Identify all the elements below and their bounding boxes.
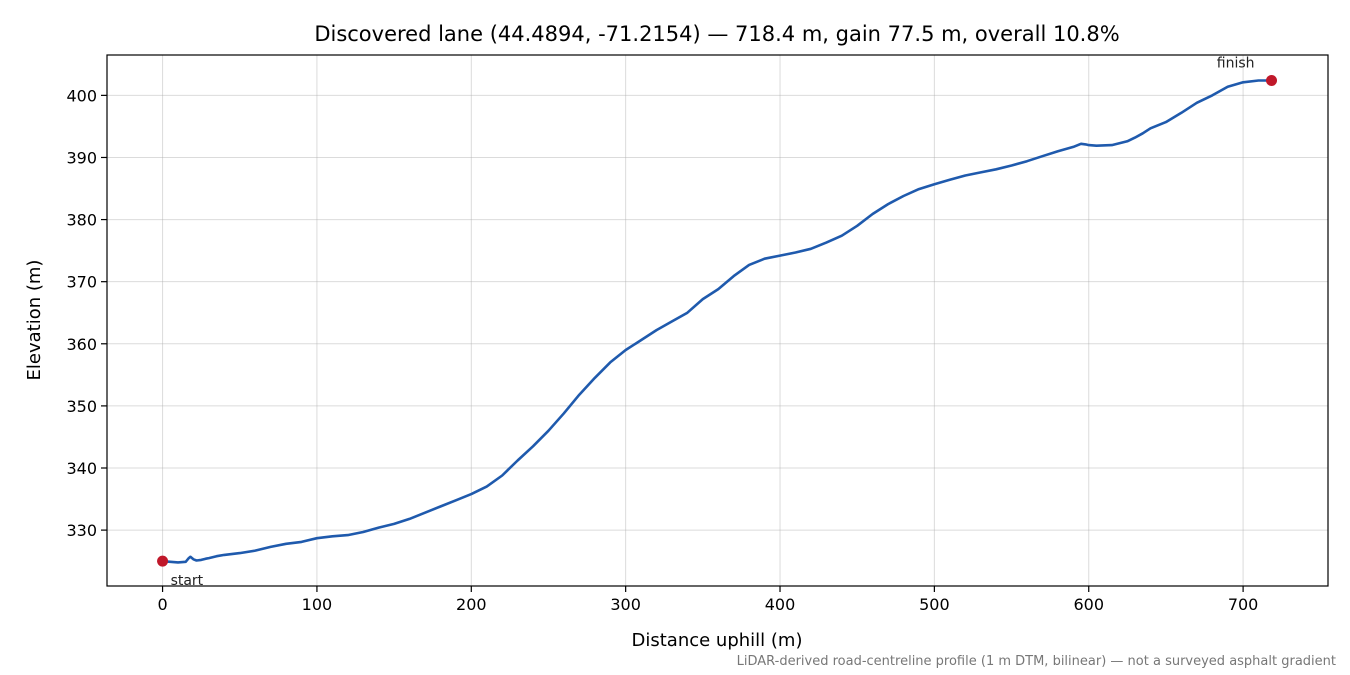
plot-frame <box>106 54 1329 587</box>
start-marker <box>157 555 169 567</box>
y-tick-label: 400 <box>66 86 97 105</box>
x-tick-label: 300 <box>610 595 641 614</box>
start-annotation: start <box>171 573 204 589</box>
y-tick-label: 380 <box>66 211 97 230</box>
y-tick-label: 360 <box>66 335 97 354</box>
chart-footnote: LiDAR-derived road-centreline profile (1… <box>737 654 1336 669</box>
series-layer <box>161 79 1273 564</box>
elevation-line <box>161 79 1273 564</box>
x-tick-label: 400 <box>765 595 796 614</box>
x-tick-label: 600 <box>1073 595 1104 614</box>
ticks-layer: 0 100 200 300 400 500 600 700 330 340 350 360 370 380… <box>66 86 1258 614</box>
y-tick-label: 350 <box>66 397 97 416</box>
marker-layer: start finish <box>157 55 1278 589</box>
y-tick-label: 390 <box>66 148 97 167</box>
grid-layer <box>107 55 1328 586</box>
x-tick-label: 200 <box>456 595 487 614</box>
x-tick-label: 500 <box>919 595 950 614</box>
y-tick-label: 340 <box>66 459 97 478</box>
y-tick-label: 370 <box>66 273 97 292</box>
finish-annotation: finish <box>1217 55 1255 71</box>
x-axis-label: Distance uphill (m) <box>632 630 803 651</box>
x-tick-label: 700 <box>1228 595 1259 614</box>
y-tick-label: 330 <box>66 521 97 540</box>
y-axis-label: Elevation (m) <box>24 260 45 381</box>
finish-marker <box>1266 74 1278 86</box>
chart-title: Discovered lane (44.4894, -71.2154) — 71… <box>314 22 1119 46</box>
x-tick-label: 100 <box>302 595 333 614</box>
x-tick-label: 0 <box>157 595 167 614</box>
